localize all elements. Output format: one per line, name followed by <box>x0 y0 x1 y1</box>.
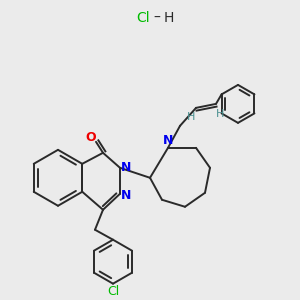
Text: N: N <box>163 134 173 147</box>
Text: H: H <box>164 11 174 25</box>
Text: N: N <box>121 161 131 174</box>
Text: O: O <box>86 131 96 144</box>
Text: Cl: Cl <box>136 11 150 25</box>
Text: Cl: Cl <box>107 285 119 298</box>
Text: H: H <box>187 112 195 122</box>
Text: H: H <box>216 109 224 119</box>
Text: N: N <box>121 189 131 202</box>
Text: –: – <box>154 11 160 25</box>
